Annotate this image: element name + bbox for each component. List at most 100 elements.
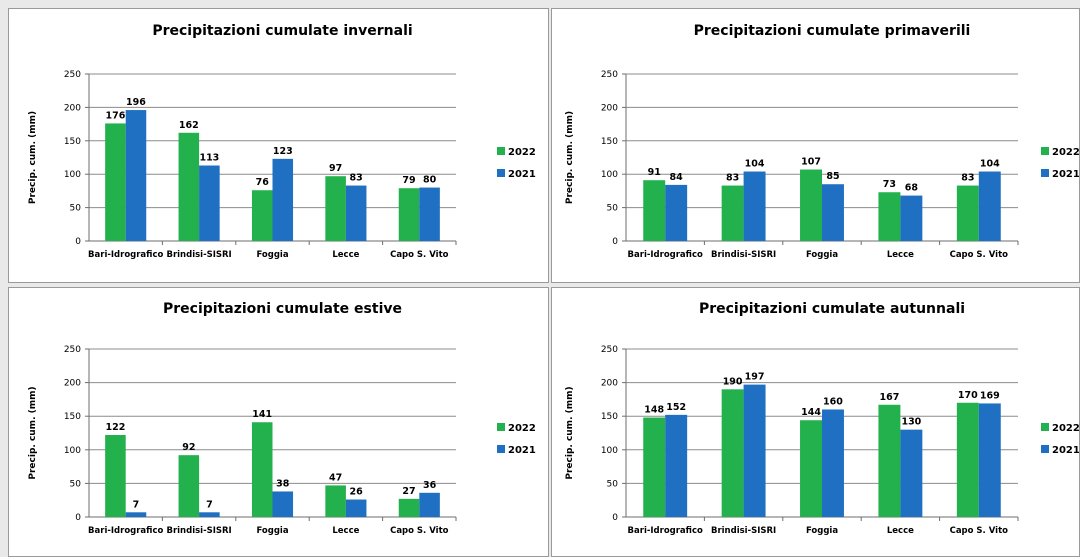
y-tick-label: 150 (64, 137, 81, 147)
bar-2021 (199, 165, 220, 241)
x-tick-label: Foggia (256, 526, 288, 536)
x-tick-label: Capo S. Vito (950, 250, 1009, 260)
x-tick-label: Bari-Idrografico (628, 250, 703, 260)
x-tick-label: Capo S. Vito (950, 526, 1009, 536)
data-label: 38 (276, 478, 290, 489)
bar-2021 (125, 512, 147, 517)
legend-swatch (1041, 169, 1049, 177)
y-tick-label: 200 (601, 103, 618, 113)
legend-swatch (1041, 423, 1049, 431)
y-tick-label: 150 (64, 412, 81, 422)
data-label: 141 (252, 409, 272, 420)
y-tick-label: 200 (64, 379, 81, 389)
bar-2022 (721, 185, 744, 241)
bar-2022 (105, 123, 126, 241)
y-axis-label: Precip. cum. (mm) (565, 386, 575, 479)
y-tick-label: 100 (64, 170, 81, 180)
y-tick-label: 50 (607, 204, 619, 214)
bar-2022 (325, 176, 346, 241)
data-label: 160 (823, 396, 843, 407)
data-label: 91 (648, 167, 661, 178)
x-tick-label: Brindisi-SISRI (166, 526, 231, 536)
chart-title: Precipitazioni cumulate primaverili (694, 23, 971, 39)
data-label: 85 (826, 171, 839, 182)
x-tick-label: Capo S. Vito (390, 250, 449, 260)
y-tick-label: 100 (601, 170, 618, 180)
y-tick-label: 150 (601, 137, 618, 147)
bar-chart-svg: Precipitazioni cumulate invernali 0 50 100 1… (28, 23, 536, 260)
bar-chart-svg: Precipitazioni cumulate primaverili 0 50 10… (565, 23, 1080, 260)
data-label: 47 (329, 472, 342, 483)
x-tick-label: Lecce (887, 250, 914, 260)
bar-2022 (643, 180, 666, 241)
legend-swatch (1041, 445, 1049, 453)
legend-label: 2021 (1052, 169, 1080, 180)
y-axis-label: Precip. cum. (mm) (28, 386, 38, 479)
y-tick-label: 250 (64, 70, 81, 80)
x-tick-label: Capo S. Vito (390, 526, 449, 536)
data-label: 7 (133, 499, 140, 510)
legend-label: 2021 (508, 169, 536, 180)
chart-title: Precipitazioni cumulate estive (163, 301, 402, 317)
bar-2021 (822, 409, 844, 517)
data-label: 167 (880, 392, 900, 403)
data-label: 169 (980, 390, 1000, 401)
data-label: 104 (745, 159, 765, 170)
data-label: 76 (256, 177, 270, 188)
data-label: 83 (726, 173, 739, 184)
bar-2021 (665, 414, 688, 517)
chart-panel-autumn: Precipitazioni cumulate autunnali 0 50 100 1… (551, 287, 1080, 557)
x-tick-label: Lecce (332, 250, 359, 260)
bar-2022 (878, 404, 901, 517)
bar-2021 (345, 185, 367, 241)
bar-2021 (419, 492, 440, 517)
data-label: 68 (905, 183, 919, 194)
data-label: 83 (961, 173, 974, 184)
x-tick-label: Bari-Idrografico (88, 526, 163, 536)
bar-2022 (721, 389, 744, 517)
bar-2021 (272, 158, 294, 241)
bar-2022 (105, 435, 126, 517)
chart-title: Precipitazioni cumulate autunnali (699, 301, 965, 317)
x-tick-label: Lecce (887, 526, 914, 536)
y-axis-label: Precip. cum. (mm) (28, 111, 38, 204)
chart-panel-winter: Precipitazioni cumulate invernali 0 50 100 1… (8, 8, 549, 283)
data-label: 130 (901, 417, 921, 428)
chart-panel-spring: Precipitazioni cumulate primaverili 0 50 10… (551, 8, 1080, 283)
y-tick-label: 100 (601, 446, 618, 456)
bar-2022 (398, 498, 420, 517)
x-tick-label: Bari-Idrografico (88, 250, 163, 260)
legend-swatch (497, 423, 505, 431)
bar-2022 (178, 455, 200, 517)
legend-label: 2021 (1052, 445, 1080, 456)
bar-2022 (178, 132, 200, 241)
data-label: 92 (182, 442, 195, 453)
data-label: 170 (958, 390, 978, 401)
data-label: 73 (883, 179, 896, 190)
data-label: 79 (402, 175, 415, 186)
data-label: 123 (273, 146, 293, 157)
bar-2021 (125, 110, 147, 242)
y-tick-label: 0 (75, 237, 81, 247)
y-tick-label: 250 (601, 345, 618, 355)
data-label: 190 (723, 376, 743, 387)
bar-2022 (643, 417, 666, 517)
y-tick-label: 50 (607, 479, 619, 489)
bar-2022 (800, 169, 822, 241)
bar-2021 (900, 195, 923, 241)
bar-2021 (822, 184, 844, 241)
bar-chart-svg: Precipitazioni cumulate estive 0 50 100 150 2… (28, 301, 536, 536)
bar-2021 (978, 403, 1001, 517)
data-label: 80 (423, 175, 437, 186)
data-label: 27 (402, 486, 415, 497)
y-tick-label: 0 (75, 513, 81, 523)
data-label: 162 (179, 120, 199, 131)
data-label: 122 (106, 422, 126, 433)
x-tick-label: Bari-Idrografico (628, 526, 703, 536)
legend-label: 2022 (1052, 423, 1080, 434)
bar-2021 (743, 171, 766, 241)
y-tick-label: 0 (612, 513, 618, 523)
data-label: 176 (106, 110, 126, 121)
bar-2022 (251, 422, 273, 517)
y-tick-label: 200 (601, 379, 618, 389)
